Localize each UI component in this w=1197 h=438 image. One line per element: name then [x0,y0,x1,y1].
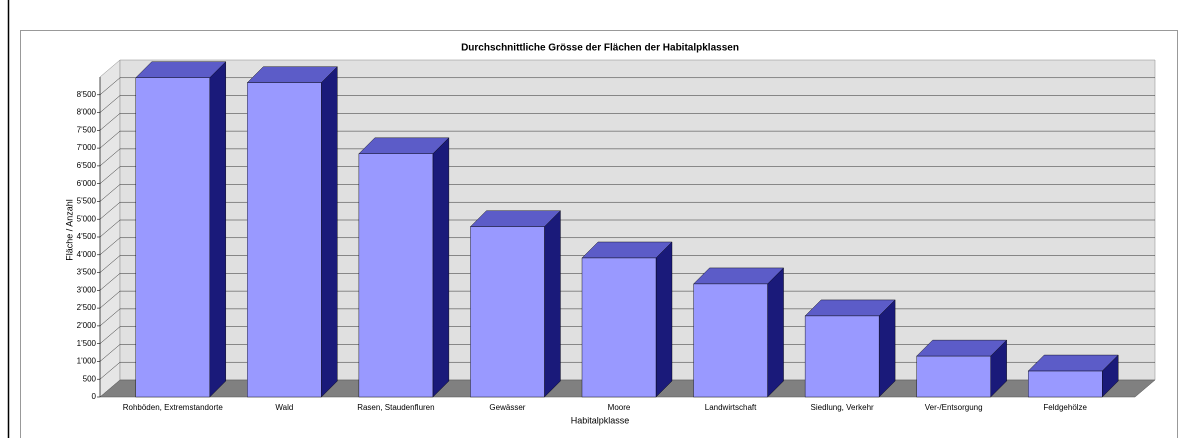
y-tick-label: 1'000 [77,357,97,366]
grid-line [99,95,121,113]
y-tick-label: 7'000 [77,143,97,152]
bar [1028,370,1103,398]
grid-line [99,344,121,362]
bar-top [693,267,785,285]
bar-top [916,339,1008,357]
bar-top [1027,354,1119,372]
bar-side [321,66,338,398]
grid-line [99,166,121,184]
grid-line [99,308,121,327]
bar [358,153,434,398]
x-tick-label: Gewässer [489,403,525,412]
y-tick-label: 3'000 [77,285,97,294]
x-tick-label: Ver-/Entsorgung [925,403,983,412]
x-axis-title: Habitalpklasse [571,415,630,425]
y-tick-label: 5'500 [77,197,97,206]
y-tick-label: 4'500 [77,232,97,241]
grid-line [99,202,121,220]
grid-line [99,130,121,149]
y-tick-label: 7'500 [77,125,97,134]
bar-side [767,267,784,398]
grid-line [99,273,121,291]
grid-line [99,237,121,255]
grid-line [99,219,121,238]
bar [470,226,545,398]
y-tick-label: 8'500 [77,90,97,99]
bar-top [804,299,896,317]
y-tick-label: 0 [92,392,97,401]
y-tick-label: 1'500 [77,339,97,348]
grid-line [99,362,121,380]
x-tick-label: Landwirtschaft [705,403,757,412]
bar-top [581,241,673,259]
x-tick-label: Rasen, Staudenfluren [357,403,434,412]
x-tick-label: Siedlung, Verkehr [811,403,874,412]
bar-side [655,241,673,398]
y-tick-label: 6'500 [77,161,97,170]
bar-side [209,61,226,398]
grid-line [99,77,121,95]
grid-line [99,255,121,273]
grid-line [99,290,121,309]
grid-line [99,326,121,344]
bar [135,77,210,398]
grid-line [99,184,121,202]
bar [916,355,991,398]
grid-line [99,148,121,167]
y-tick-label: 2'500 [77,303,97,312]
bar [581,257,657,398]
y-tick-label: 4'000 [77,250,97,259]
x-tick-label: Feldgehölze [1043,403,1087,412]
bar-top [246,66,338,83]
bar [247,82,322,398]
x-tick-label: Rohböden, Extremstandorte [123,403,224,412]
bar-top [469,210,561,227]
grid-line [99,113,121,131]
y-tick-label: 5'000 [77,214,97,223]
bar-top [358,137,450,155]
chart-title: Durchschnittliche Grösse der Flächen der… [461,43,739,54]
x-tick-label: Wald [275,403,293,412]
y-tick-label: 8'000 [77,108,97,117]
y-tick-label: 3'500 [77,268,97,277]
bar-side [432,137,450,398]
bar-top [135,61,227,78]
plot: 0 500 1'000 1'500 2'000 2'500 3'000 3'500 4'000 4… [77,59,1156,412]
bar [804,315,880,398]
y-tick-label: 500 [83,374,97,383]
y-tick-label: 6'000 [77,179,97,188]
y-axis-title: Fläche / Anzahl [64,199,74,261]
bar [693,283,768,398]
bar-side [878,299,896,398]
x-tick-label: Moore [608,403,631,412]
y-tick-label: 2'000 [77,321,97,330]
bar-side [544,210,561,398]
